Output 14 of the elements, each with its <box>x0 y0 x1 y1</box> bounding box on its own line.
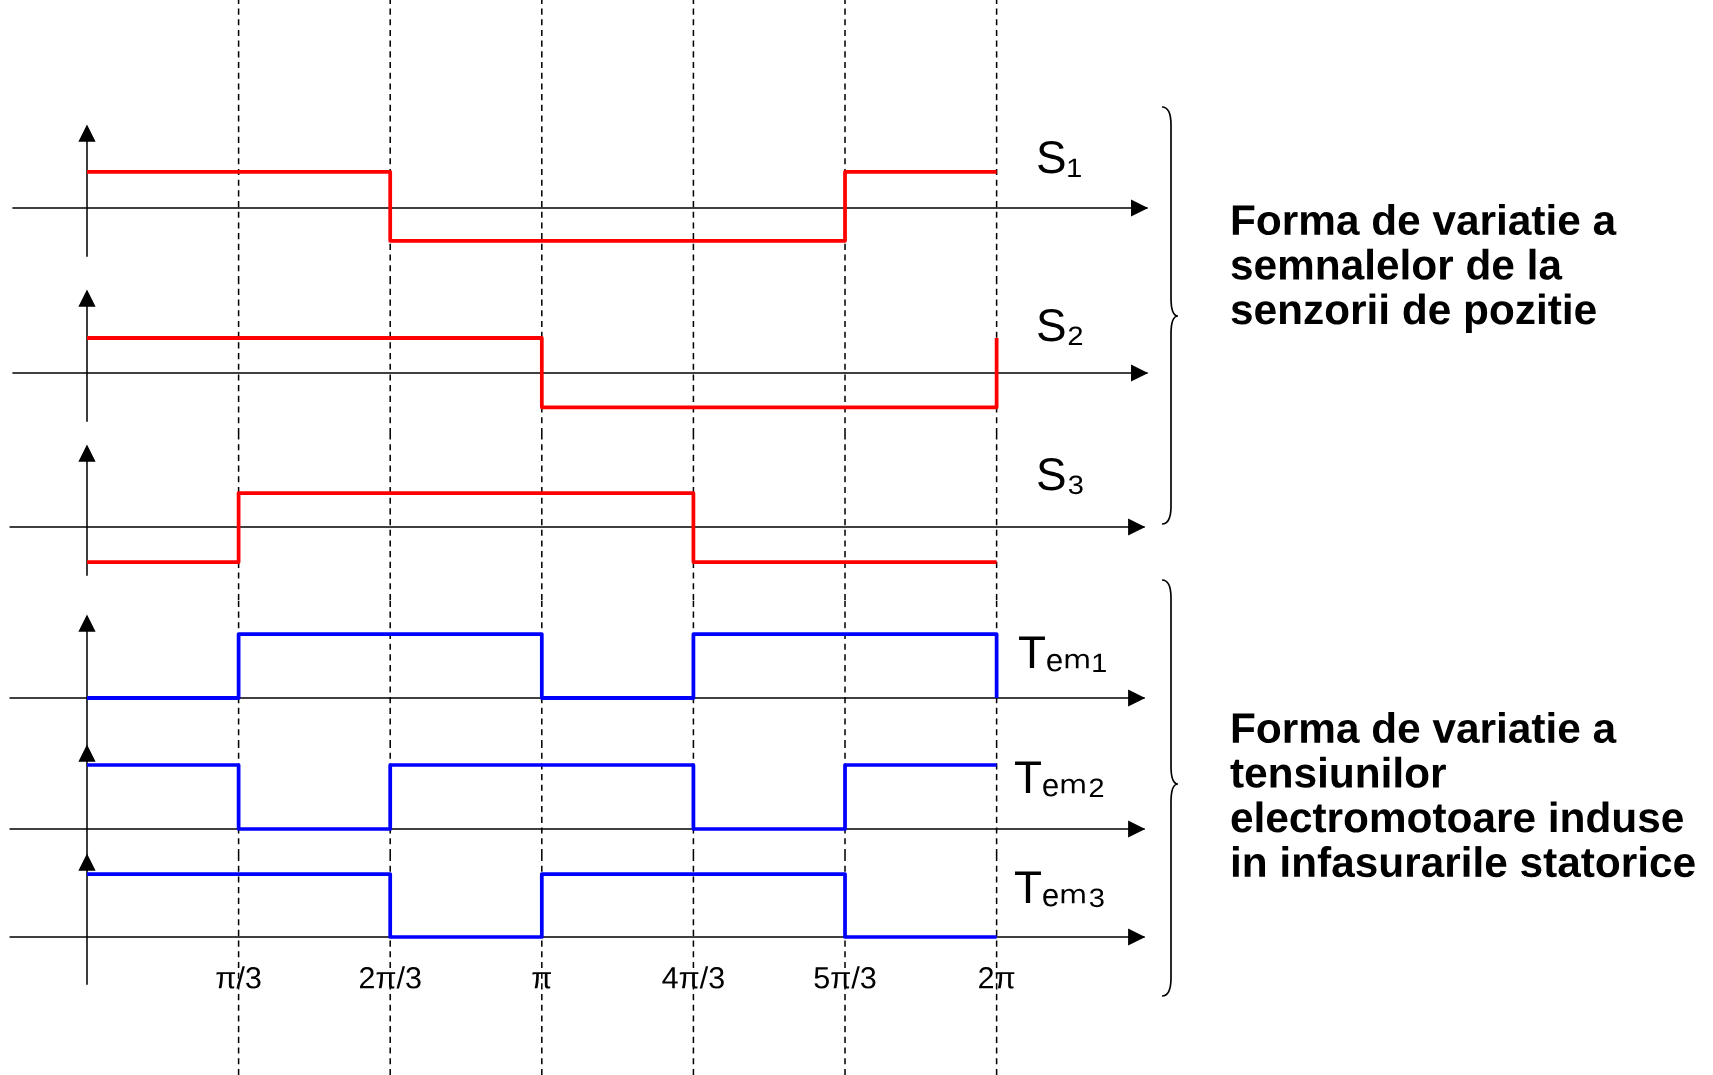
x-tick-label: 5π/3 <box>814 966 876 989</box>
x-tick-label: π/3 <box>216 966 261 989</box>
series-label: S₂ <box>1038 309 1083 345</box>
text: Forma de variatie a tensiunilor electromotoare induse in infasurarile statorice <box>1230 712 1695 878</box>
x-tick-label: 2π/3 <box>359 966 421 989</box>
series-label: Tₑₘ₁ <box>1019 636 1106 672</box>
x-tick-label: 4π/3 <box>662 966 724 989</box>
series-label: Tₑₘ₃ <box>1015 871 1104 908</box>
series-label: S₁ <box>1038 141 1081 177</box>
series-label: Tₑₘ₂ <box>1015 761 1104 797</box>
x-tick-label: π <box>532 972 551 989</box>
series-label: S₃ <box>1038 458 1083 495</box>
text: Forma de variatie a semnalelor de la senzorii de pozitie <box>1231 204 1617 333</box>
x-tick-label: 2π <box>979 966 1015 989</box>
